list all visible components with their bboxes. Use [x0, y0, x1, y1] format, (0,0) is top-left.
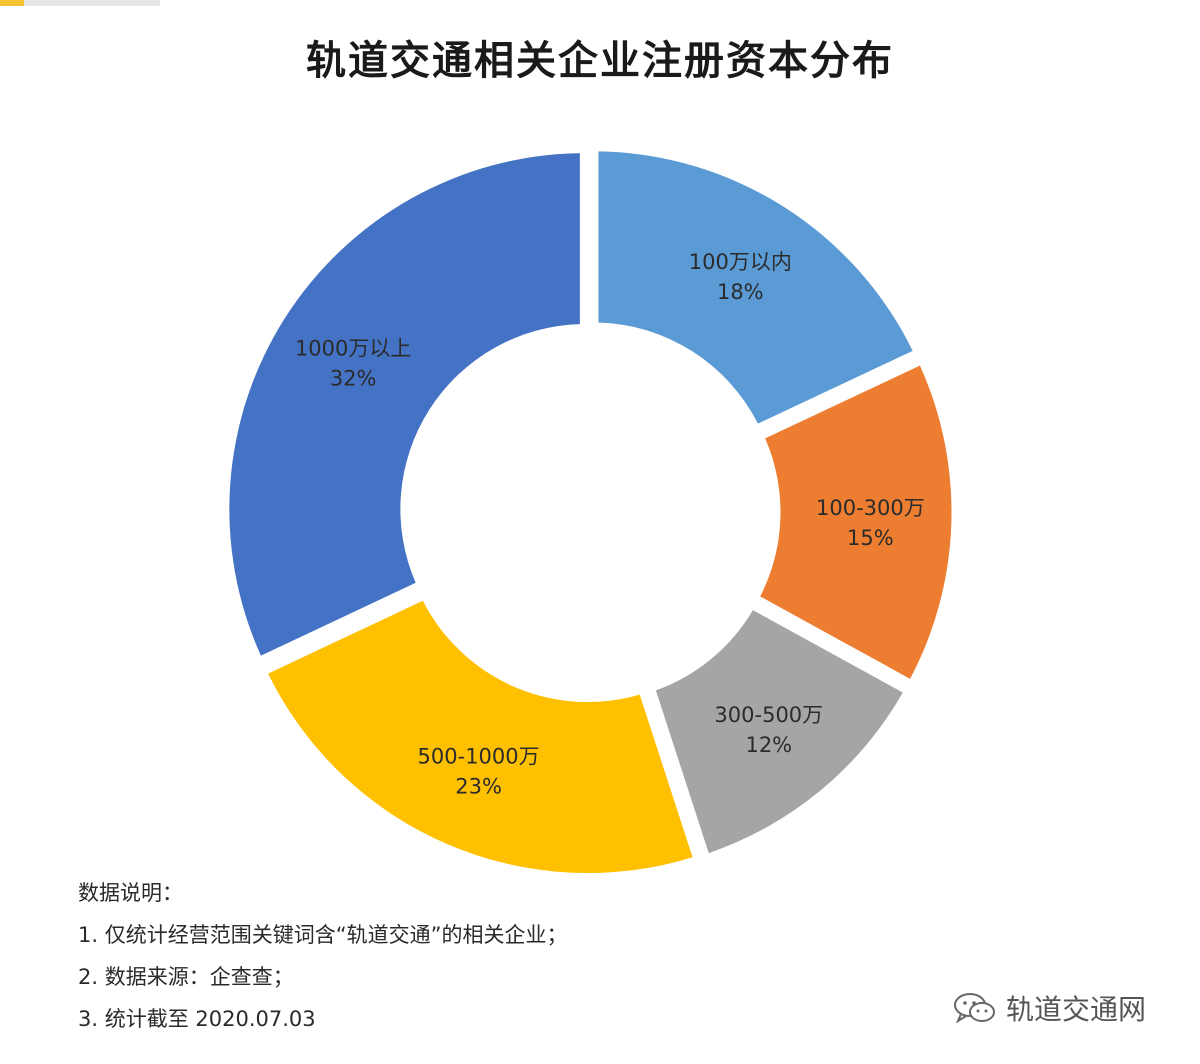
watermark: 轨道交通网: [952, 988, 1146, 1028]
note-item-2: 2. 数据来源：企查查；: [78, 965, 294, 989]
donut-slice: [268, 600, 693, 874]
note-item-3: 3. 统计截至 2020.07.03: [78, 1007, 316, 1031]
notes-heading: 数据说明：: [78, 881, 183, 905]
slice-percent-label: 23%: [455, 774, 502, 798]
slice-percent-label: 15%: [847, 526, 894, 550]
donut-slice: [760, 365, 952, 679]
slice-category-label: 1000万以上: [295, 337, 411, 361]
note-item-1: 1. 仅统计经营范围关键词含“轨道交通”的相关企业；: [78, 923, 568, 947]
chart-title: 轨道交通相关企业注册资本分布: [306, 38, 894, 84]
watermark-text: 轨道交通网: [1006, 993, 1147, 1026]
slice-percent-label: 12%: [745, 733, 792, 757]
slice-category-label: 100万以内: [689, 250, 792, 274]
slice-category-label: 500-1000万: [418, 744, 540, 768]
slice-percent-label: 18%: [717, 280, 764, 304]
donut-slice: [229, 153, 580, 656]
slice-percent-label: 32%: [330, 367, 377, 391]
slice-category-label: 100-300万: [816, 496, 925, 520]
donut-slice: [598, 151, 913, 424]
wechat-icon: [952, 990, 998, 1026]
slice-category-label: 300-500万: [714, 703, 823, 727]
donut-slice: [655, 610, 903, 854]
data-notes: 数据说明： 1. 仅统计经营范围关键词含“轨道交通”的相关企业； 2. 数据来源…: [78, 880, 567, 1048]
corner-logo-strip: [0, 0, 160, 6]
